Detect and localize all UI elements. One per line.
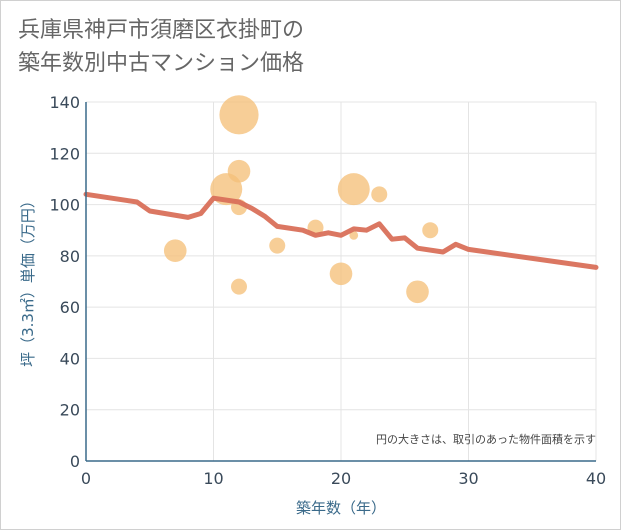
- bubble-series: [163, 95, 439, 304]
- y-tick-label: 120: [49, 144, 80, 163]
- bubble-point: [406, 280, 429, 304]
- size-note: 円の大きさは、取引のあった物件面積を示す: [376, 432, 596, 446]
- bubble-point: [163, 239, 187, 263]
- y-tick-label: 140: [49, 93, 80, 112]
- x-tick-label: 30: [458, 469, 478, 488]
- bubble-point: [227, 159, 251, 183]
- y-tick-label: 40: [60, 349, 80, 368]
- y-tick-label: 0: [70, 452, 80, 471]
- tick-labels: 0 20 40 60 80 100 120 140 0 10 20 30 40: [49, 93, 606, 488]
- y-tick-label: 100: [49, 196, 80, 215]
- chart-title: 兵庫県神戸市須磨区衣掛町の 築年数別中古マンション価格: [18, 14, 304, 80]
- bubble-point: [349, 230, 359, 240]
- x-axis-label: 築年数（年）: [296, 499, 386, 517]
- chart-title-line1: 兵庫県神戸市須磨区衣掛町の: [18, 18, 305, 43]
- x-tick-label: 20: [331, 469, 351, 488]
- x-tick-label: 0: [81, 469, 91, 488]
- y-tick-label: 80: [60, 247, 80, 266]
- y-tick-label: 20: [60, 401, 80, 420]
- chart-title-line2: 築年数別中古マンション価格: [18, 51, 305, 76]
- bubble-point: [337, 173, 370, 206]
- bubble-point: [371, 186, 388, 203]
- bubble-point: [329, 262, 353, 286]
- y-axis-label: 坪（3.3㎡）単価（万円）: [19, 193, 37, 367]
- y-tick-label: 60: [60, 298, 80, 317]
- bubble-point: [219, 95, 259, 135]
- bubble-point: [231, 278, 247, 295]
- trend-line: [83, 191, 599, 270]
- axes: [85, 102, 596, 462]
- x-tick-label: 40: [586, 469, 606, 488]
- x-tick-label: 10: [203, 469, 223, 488]
- bubble-point: [269, 237, 286, 254]
- trend-series: [83, 191, 599, 270]
- bubble-point: [422, 222, 439, 239]
